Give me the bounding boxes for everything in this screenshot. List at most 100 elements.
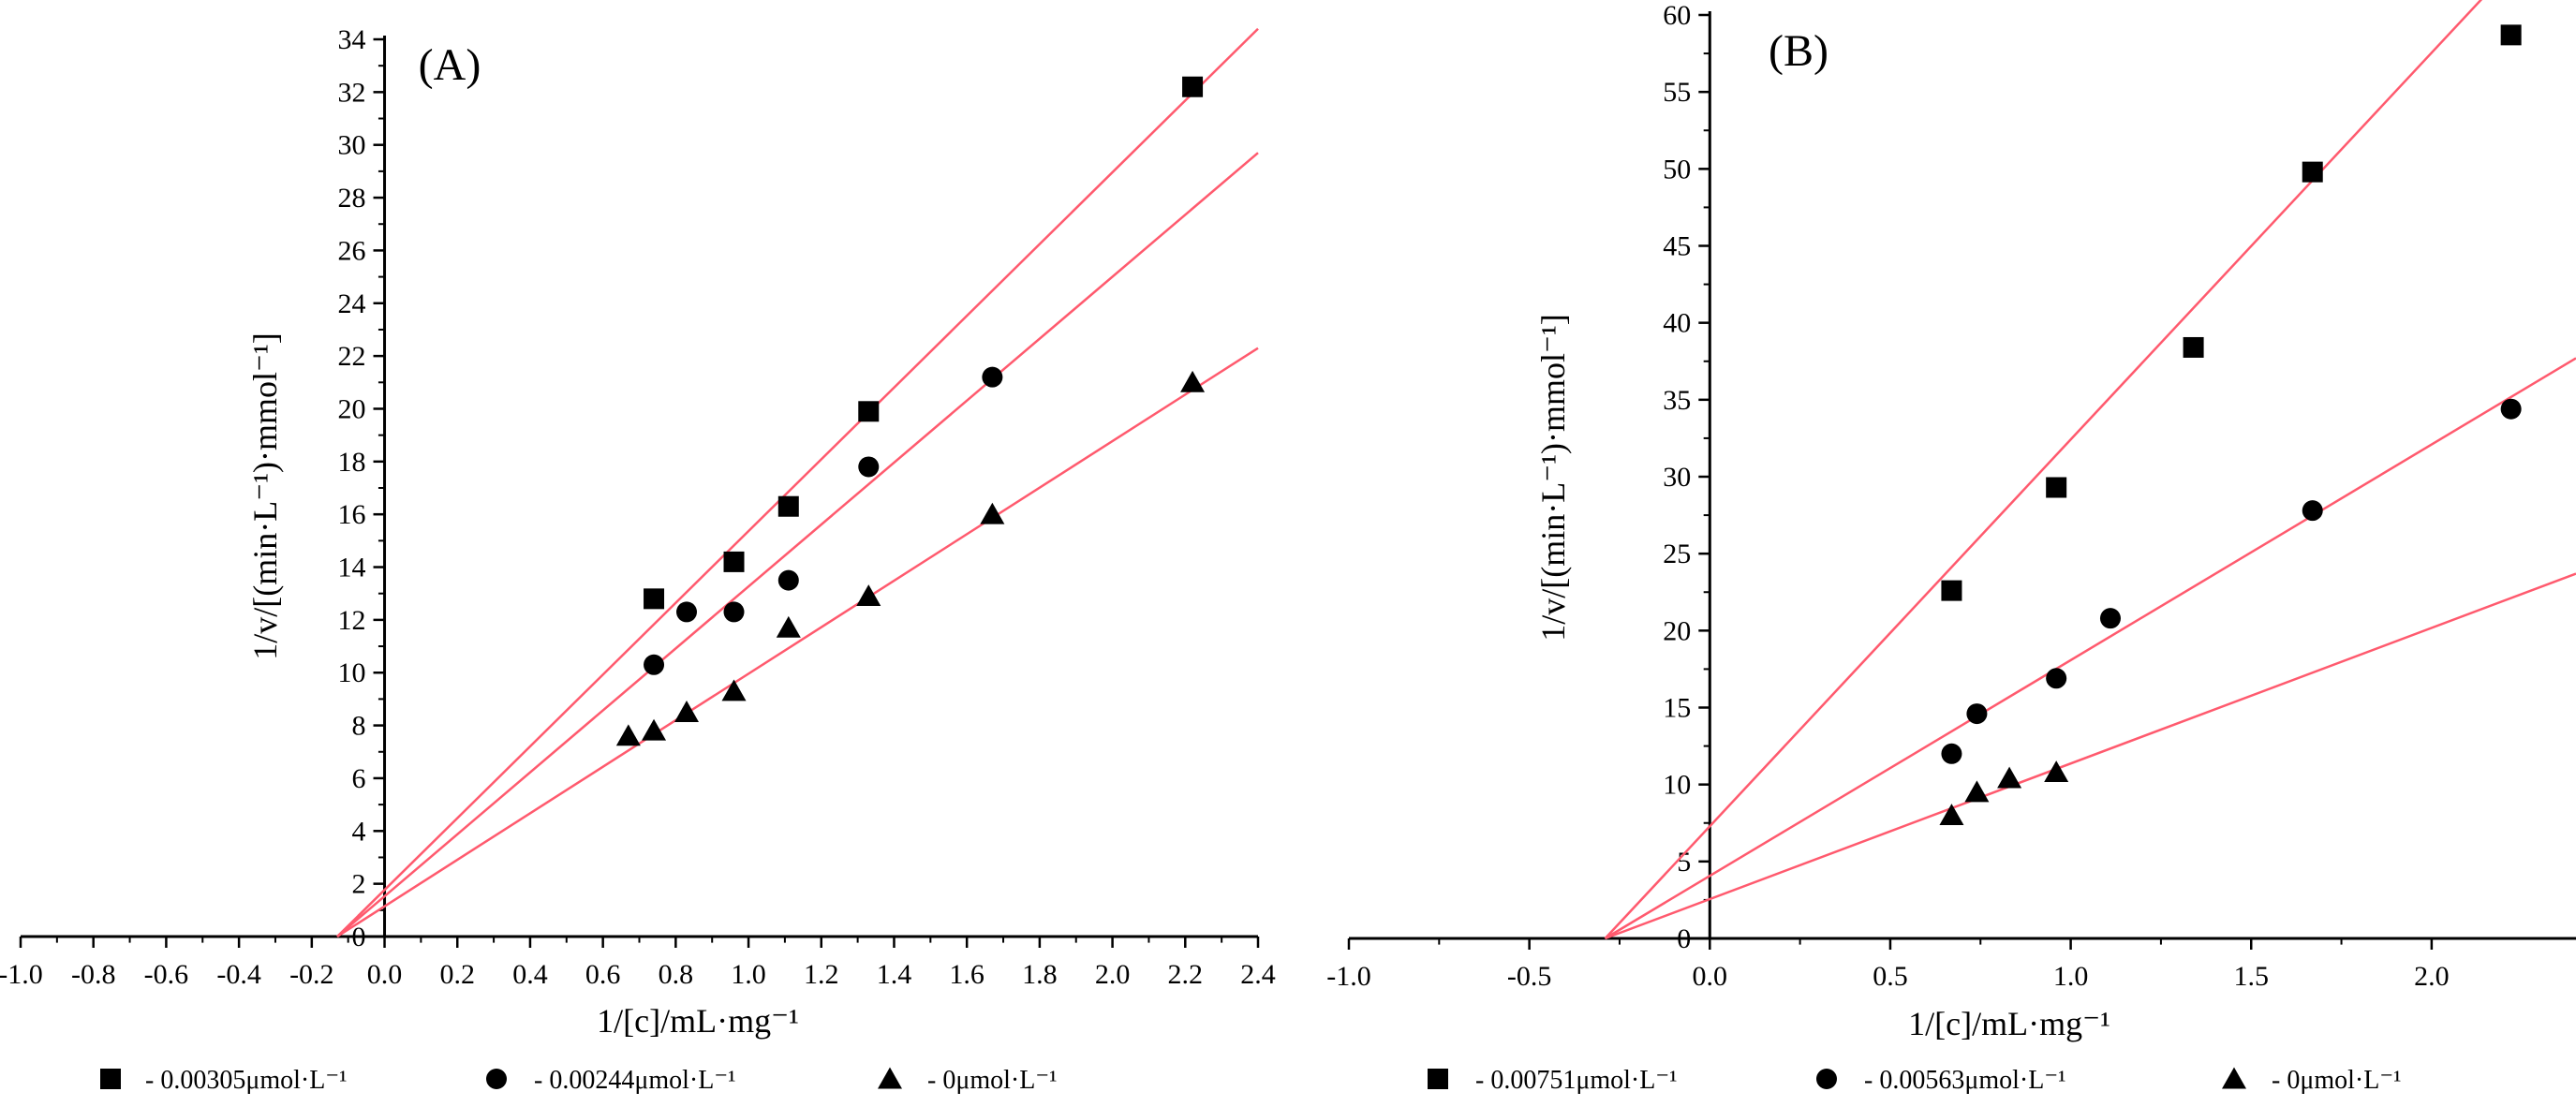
data-point-triangle [721,679,747,701]
y-tick-label: 40 [1663,308,1691,339]
data-point-square [2046,477,2067,498]
chart-panel-a: -1.0 -0.8 -0.6 -0.4 -0.2 0.0 0.2 0.4 0.6 0.8 1.0 1.… [0,24,1276,1095]
y-tick-label: 0 [1677,923,1691,954]
data-point-circle [777,569,799,591]
x-tick-label: 0.2 [439,959,475,990]
x-tick-label: -0.4 [216,959,261,990]
data-point-triangle [856,584,881,606]
data-point-circle [1941,743,1962,764]
data-point-triangle [1964,780,1990,803]
x-tick-label: -0.8 [71,959,116,990]
legend-entry: - 0μmol·L⁻¹ [927,1066,1058,1095]
y-tick-label: 55 [1663,77,1691,108]
x-axis-title: 1/[c]/mL·mg⁻¹ [597,1002,799,1040]
y-axis-title: 1/v/[(min·L⁻¹)·mmol⁻¹] [1534,314,1572,642]
y-tick-label: 10 [338,657,366,688]
data-point-square [858,401,880,422]
panel-label: (A) [419,40,481,90]
x-tick-label: 0.5 [1873,961,1908,992]
y-tick-label: 30 [338,130,366,161]
data-point-circle [982,366,1003,388]
data-point-triangle [642,718,667,741]
y-tick-label: 22 [338,341,366,372]
x-tick-label: 1.0 [2053,961,2089,992]
x-tick-label: 0.0 [1693,961,1728,992]
legend-marker-circle [486,1069,507,1089]
y-tick-label: 18 [338,447,366,478]
data-point-triangle [2044,760,2069,782]
fit-line [1605,572,2576,940]
data-point-triangle [980,502,1005,524]
x-tick-label: -0.2 [289,959,334,990]
data-point-triangle [776,615,801,638]
legend-marker-triangle [878,1067,902,1089]
data-point-circle [2302,500,2323,522]
y-tick-label: 2 [352,869,366,900]
x-tick-label: 2.0 [1095,959,1131,990]
fit-line [1604,357,2576,940]
y-tick-label: 4 [352,816,366,847]
x-tick-label: 0.8 [659,959,694,990]
data-point-square [1182,76,1204,97]
legend-entry: - 0.00305μmol·L⁻¹ [145,1066,348,1095]
y-tick-label: 60 [1663,0,1691,31]
y-tick-label: 28 [338,183,366,214]
fit-line [336,27,1259,937]
x-tick-label: -1.0 [0,959,43,990]
data-point-circle [723,601,745,623]
y-tick-label: 24 [338,288,366,319]
legend-marker-circle [1816,1069,1837,1089]
data-point-square [777,495,799,517]
x-tick-label: -0.6 [144,959,189,990]
y-tick-label: 16 [338,499,366,530]
data-point-triangle [615,724,641,746]
y-tick-label: 32 [338,77,366,108]
chart-panel-b: -1.0 -0.5 0.0 0.5 1.0 1.5 2.0 0 5 10 15 20 25 30 35 40 4… [1326,0,2576,1095]
data-point-square [2302,161,2323,183]
legend-marker-square [1428,1069,1448,1089]
x-tick-label: 1.6 [949,959,985,990]
data-point-circle [2099,608,2121,629]
y-tick-label: 14 [338,553,366,583]
y-tick-label: 30 [1663,462,1691,493]
fit-line [336,152,1259,937]
x-axis-title: 1/[c]/mL·mg⁻¹ [1908,1005,2110,1042]
data-point-square [644,588,665,610]
x-tick-label: 2.2 [1168,959,1204,990]
y-axis-title: 1/v/[(min·L⁻¹)·mmol⁻¹] [246,332,284,660]
data-point-circle [676,601,698,623]
x-tick-label: -0.5 [1507,961,1552,992]
x-tick-label: 0.0 [367,959,403,990]
y-tick-label: 6 [352,763,366,794]
y-tick-label: 0 [352,922,366,952]
legend-entry: - 0.00751μmol·L⁻¹ [1475,1066,1678,1095]
legend-entry: - 0.00244μmol·L⁻¹ [534,1066,736,1095]
y-tick-label: 20 [338,393,366,424]
x-tick-label: 1.4 [877,959,912,990]
y-tick-label: 34 [338,24,366,55]
data-point-triangle [1997,766,2022,789]
x-tick-label: 0.4 [512,959,548,990]
y-tick-label: 25 [1663,539,1691,569]
y-tick-label: 5 [1677,847,1691,878]
data-point-triangle [674,701,700,722]
legend-entry: - 0μmol·L⁻¹ [2272,1066,2402,1095]
y-tick-label: 50 [1663,154,1691,184]
data-point-square [723,551,745,572]
data-point-circle [858,456,880,478]
x-tick-label: 1.2 [804,959,839,990]
data-point-circle [2046,668,2067,689]
x-tick-label: 0.6 [585,959,621,990]
data-point-square [2500,24,2522,46]
legend-marker-triangle [2222,1067,2246,1089]
x-tick-label: 2.0 [2414,961,2450,992]
y-tick-label: 45 [1663,231,1691,262]
y-tick-label: 10 [1663,770,1691,801]
data-point-square [2183,336,2204,358]
fit-line [1604,0,2483,939]
y-tick-label: 12 [338,605,366,636]
y-tick-label: 15 [1663,693,1691,724]
data-point-square [1941,580,1962,601]
data-point-circle [2500,398,2522,420]
x-tick-label: 1.8 [1022,959,1058,990]
